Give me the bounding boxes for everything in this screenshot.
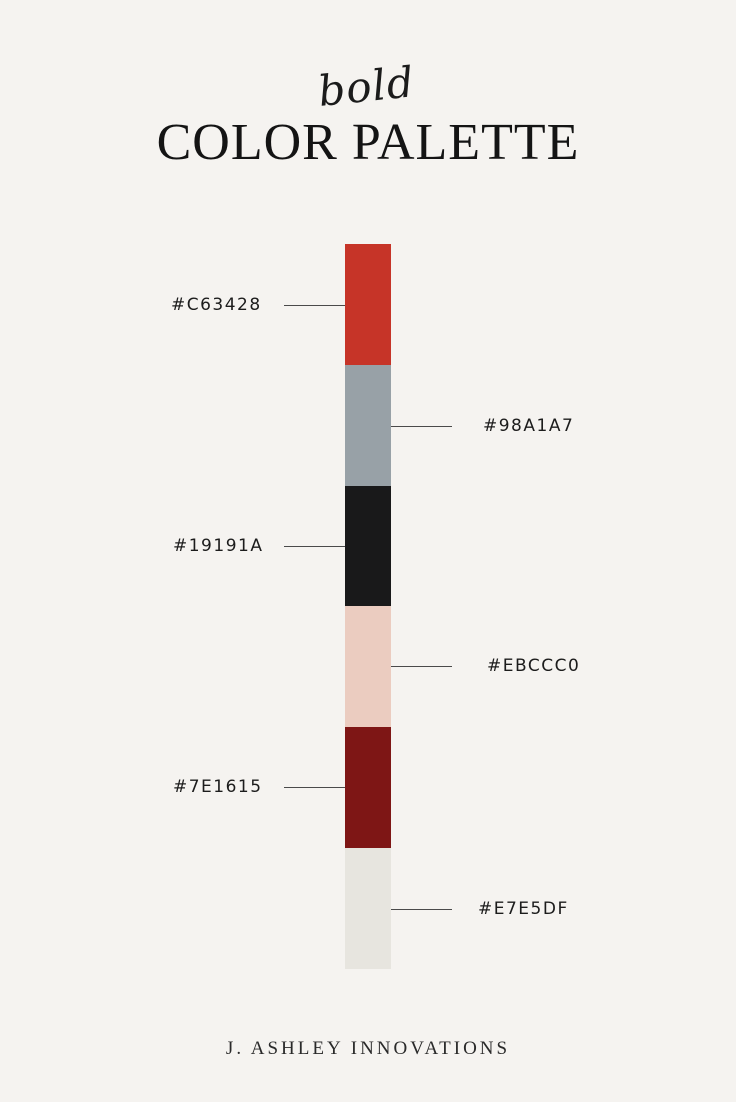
swatch-2 — [345, 365, 391, 486]
hex-label-3: #19191A — [173, 536, 264, 556]
connector-line-6 — [391, 909, 452, 910]
page-title: COLOR PALETTE — [156, 114, 580, 171]
swatch-3 — [345, 486, 391, 607]
hex-label-4: #EBCCC0 — [487, 656, 581, 676]
hex-label-2: #98A1A7 — [483, 416, 575, 436]
hex-label-5: #7E1615 — [173, 777, 263, 797]
swatch-1 — [345, 244, 391, 365]
hex-label-6: #E7E5DF — [478, 899, 569, 919]
swatch-6 — [345, 848, 391, 969]
connector-line-1 — [284, 305, 345, 306]
swatch-5 — [345, 727, 391, 848]
connector-line-3 — [284, 546, 345, 547]
connector-line-5 — [284, 787, 345, 788]
connector-line-2 — [391, 426, 452, 427]
swatch-4 — [345, 606, 391, 727]
hex-label-1: #C63428 — [171, 295, 262, 315]
brand-footer: J. ASHLEY INNOVATIONS — [225, 1038, 511, 1059]
connector-line-4 — [391, 666, 452, 667]
